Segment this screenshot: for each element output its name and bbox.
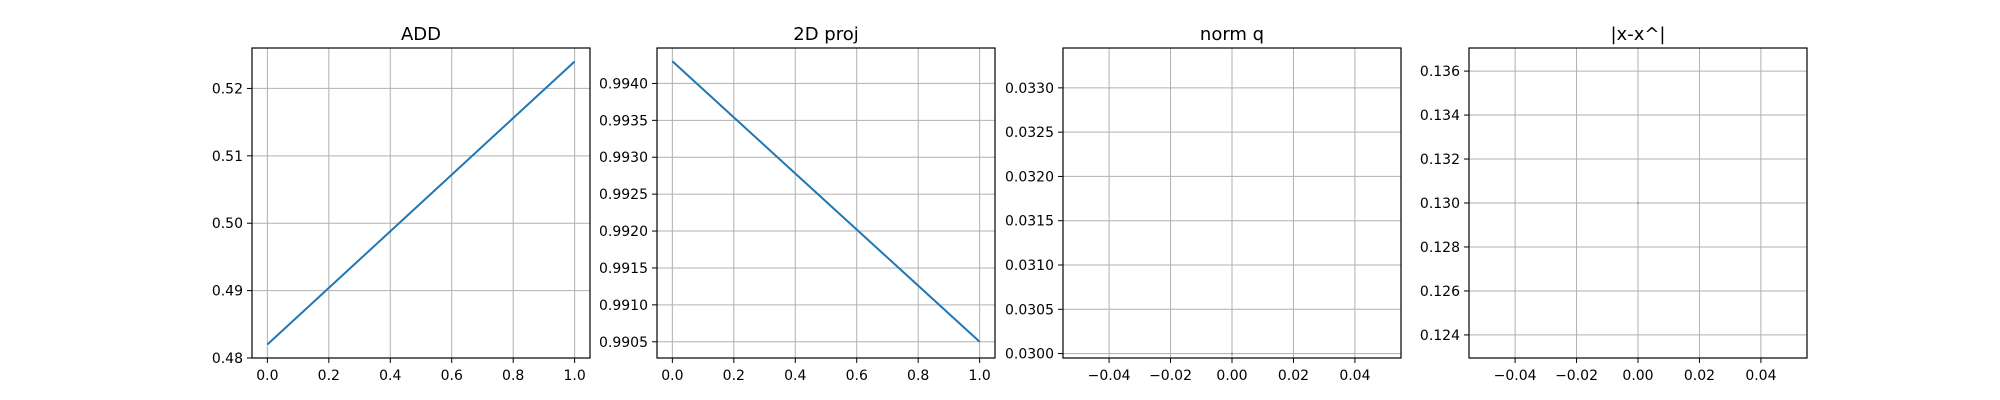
y-tick-label: 0.51 <box>212 149 243 165</box>
x-tick-label: 0.4 <box>379 368 401 384</box>
y-tick-label: 0.9915 <box>599 261 648 277</box>
y-tick-label: 0.9925 <box>599 187 648 203</box>
chart-title: norm q <box>1200 24 1264 45</box>
x-tick-label: 0.02 <box>1684 368 1715 384</box>
y-tick-label: 0.49 <box>212 284 243 300</box>
x-tick-label: −0.04 <box>1088 368 1131 384</box>
y-tick-label: 0.0330 <box>1005 81 1054 97</box>
x-tick-label: 1.0 <box>969 368 991 384</box>
axes-frame <box>1468 47 1808 359</box>
chart-title: |x-x^| <box>1610 24 1665 45</box>
subplot-x-x: −0.04 −0.02 0.00 0.02 0.04 0.124 0.126 0.128 0.1… <box>1420 24 1808 384</box>
x-tick-label: 0.8 <box>502 368 524 384</box>
x-tick-label: −0.02 <box>1555 368 1598 384</box>
y-tick-label: 0.0320 <box>1005 169 1054 185</box>
y-tick-label: 0.48 <box>212 351 243 367</box>
y-tick-label: 0.9940 <box>599 76 648 92</box>
y-tick-label: 0.124 <box>1420 328 1460 344</box>
subplot-2d-proj: 0.0 0.2 0.4 0.6 0.8 1.0 0.9905 0.9910 0.9915 0.99… <box>599 24 996 384</box>
y-tick-label: 0.132 <box>1420 152 1460 168</box>
axes-frame <box>656 47 996 359</box>
y-tick-label: 0.0305 <box>1005 302 1054 318</box>
y-tick-label: 0.128 <box>1420 240 1460 256</box>
x-tick-label: 0.6 <box>441 368 463 384</box>
x-tick-label: −0.02 <box>1149 368 1192 384</box>
chart-title: 2D proj <box>793 24 858 45</box>
chart-title: ADD <box>401 24 441 45</box>
x-tick-label: 1.0 <box>564 368 586 384</box>
x-tick-label: −0.04 <box>1494 368 1537 384</box>
y-tick-label: 0.0300 <box>1005 347 1054 363</box>
y-tick-label: 0.50 <box>212 216 243 232</box>
series-point-norm-q <box>1231 352 1233 355</box>
x-tick-label: 0.04 <box>1339 368 1370 384</box>
y-tick-label: 0.9910 <box>599 298 648 314</box>
x-tick-label: 0.2 <box>318 368 340 384</box>
series-line-2d-proj <box>671 60 981 343</box>
series-point-x-x <box>1637 202 1639 204</box>
x-tick-label: 0.00 <box>1622 368 1653 384</box>
x-tick-label: 0.2 <box>723 368 745 384</box>
subplot-norm-q: −0.04 −0.02 0.00 0.02 0.04 0.0300 0.0305 0.0310… <box>1005 24 1402 384</box>
y-tick-label: 0.130 <box>1420 196 1460 212</box>
y-tick-label: 0.52 <box>212 81 243 97</box>
series-line-add <box>266 60 576 346</box>
x-tick-label: 0.0 <box>256 368 278 384</box>
y-tick-label: 0.134 <box>1420 108 1460 124</box>
y-tick-label: 0.136 <box>1420 64 1460 80</box>
y-tick-label: 0.126 <box>1420 284 1460 300</box>
y-tick-label: 0.9920 <box>599 224 648 240</box>
y-tick-label: 0.9905 <box>599 335 648 351</box>
x-tick-label: 0.0 <box>661 368 683 384</box>
subplots: 0.0 0.2 0.4 0.6 0.8 1.0 0.48 0.49 0.50 0.51 0.52 AD… <box>212 24 1808 384</box>
x-tick-label: 0.00 <box>1216 368 1247 384</box>
x-tick-label: 0.04 <box>1745 368 1776 384</box>
y-tick-label: 0.9935 <box>599 113 648 129</box>
subplot-add: 0.0 0.2 0.4 0.6 0.8 1.0 0.48 0.49 0.50 0.51 0.52 AD… <box>212 24 591 384</box>
y-tick-label: 0.0325 <box>1005 125 1054 141</box>
axes-frame <box>251 47 591 359</box>
x-tick-label: 0.8 <box>907 368 929 384</box>
x-tick-label: 0.6 <box>846 368 868 384</box>
x-tick-label: 0.02 <box>1278 368 1309 384</box>
axes-frame <box>1062 47 1402 359</box>
y-tick-label: 0.9930 <box>599 150 648 166</box>
x-tick-label: 0.4 <box>784 368 806 384</box>
y-tick-label: 0.0315 <box>1005 214 1054 230</box>
y-tick-label: 0.0310 <box>1005 258 1054 274</box>
